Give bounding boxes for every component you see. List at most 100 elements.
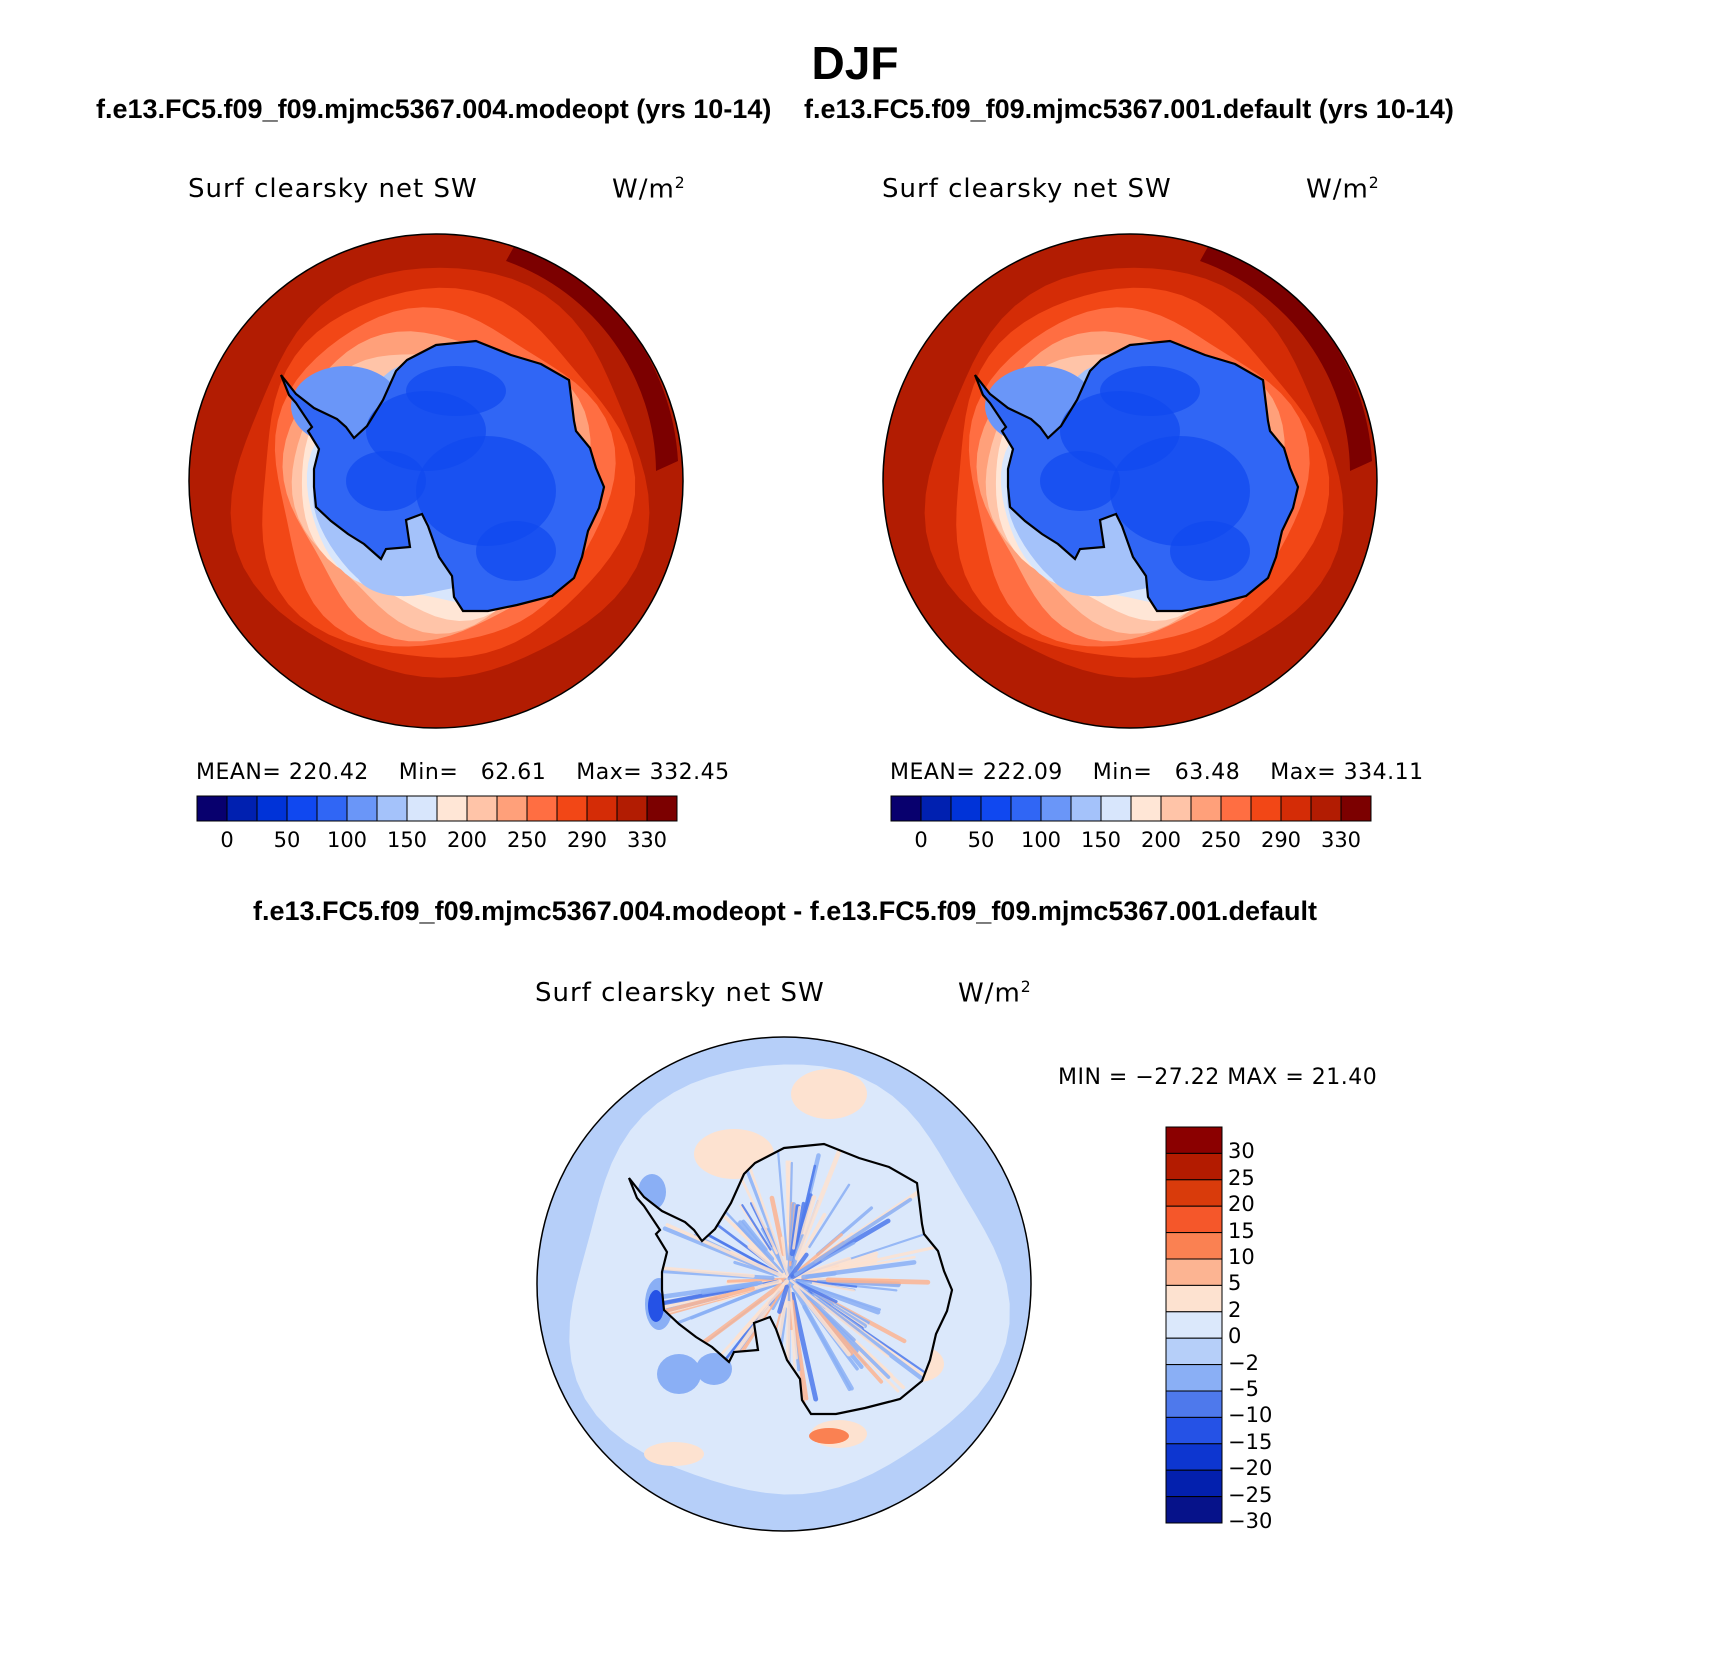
panel3-cbar-swatch-7 xyxy=(1165,1311,1223,1339)
panel2-cbar-swatch-12 xyxy=(1250,795,1282,822)
panel3-cbar-tick-label: −5 xyxy=(1228,1377,1259,1401)
panel2-cbar-tick-label: 0 xyxy=(914,828,928,852)
panel1-stats: MEAN= 220.42 Min= 62.61 Max= 332.45 xyxy=(196,760,730,785)
panel3-colorbar-ticks: 30 25 20 15 10 5 2 0 −2 −5 −10 −15 −20 −25 −30 xyxy=(1228,1126,1308,1533)
panel3-cbar-swatch-5 xyxy=(1165,1258,1223,1286)
panel3-cbar-tick-label: −20 xyxy=(1228,1456,1273,1481)
panel2-units: W/m2 xyxy=(1306,174,1380,205)
panel3-cbar-swatch-0 xyxy=(1165,1126,1223,1154)
panel2-cbar-swatch-15 xyxy=(1340,795,1372,822)
panel1-coastline xyxy=(279,339,606,613)
panel2-cbar-swatch-1 xyxy=(920,795,952,822)
panel3-cbar-tick-label: −10 xyxy=(1228,1403,1273,1428)
panel3-map xyxy=(536,1036,1032,1532)
panel1-cbar-swatch-5 xyxy=(346,795,378,822)
panel3-cbar-swatch-12 xyxy=(1165,1443,1223,1471)
panel1-cbar-swatch-7 xyxy=(406,795,438,822)
panel2-stats: MEAN= 222.09 Min= 63.48 Max= 334.11 xyxy=(890,760,1424,785)
panel1-cbar-tick-label: 290 xyxy=(566,828,608,852)
panel1-ice-patch-2 xyxy=(346,451,426,511)
panel2-cbar-tick-label: 100 xyxy=(1020,828,1062,852)
panel3-cbar-swatch-2 xyxy=(1165,1179,1223,1207)
panel2-cbar-swatch-7 xyxy=(1100,795,1132,822)
panel1-cbar-swatch-0 xyxy=(196,795,228,822)
panel3-neg-patch-2 xyxy=(657,1354,701,1394)
panel1-map xyxy=(188,233,684,729)
panel3-cbar-tick-label: 25 xyxy=(1228,1165,1255,1190)
panel3-minmax: MIN = −27.22 MAX = 21.40 xyxy=(1058,1065,1378,1090)
panel1-cbar-swatch-14 xyxy=(616,795,648,822)
panel1-cbar-swatch-12 xyxy=(556,795,588,822)
panel3-continent-noise xyxy=(629,1144,952,1414)
panel2-cbar-tick-label: 150 xyxy=(1080,828,1122,852)
panel2-border xyxy=(882,233,1378,729)
panel2-cbar-tick-label: 330 xyxy=(1320,828,1362,852)
panel2-ice-patch-3 xyxy=(1170,521,1250,581)
figure-title: DJF xyxy=(811,37,899,89)
panel1-cbar-swatch-13 xyxy=(586,795,618,822)
panel2-field xyxy=(883,234,1377,728)
panel1-cbar-swatch-8 xyxy=(436,795,468,822)
panel2-cbar-tick-label: 200 xyxy=(1140,828,1182,852)
panel2-cbar-swatch-10 xyxy=(1190,795,1222,822)
diff-title: f.e13.FC5.f09_f09.mjmc5367.004.modeopt -… xyxy=(252,896,1317,926)
panel2-coastline xyxy=(973,339,1300,613)
panel1-variable: Surf clearsky net SW xyxy=(188,174,478,204)
panel2-cbar-swatch-14 xyxy=(1310,795,1342,822)
panel1-cbar-swatch-9 xyxy=(466,795,498,822)
panel3-cbar-tick-label: −25 xyxy=(1228,1482,1273,1507)
panel3-cbar-swatch-3 xyxy=(1165,1205,1223,1234)
panel3-cbar-tick-label: 15 xyxy=(1228,1218,1255,1243)
panel3-cbar-swatch-14 xyxy=(1165,1496,1223,1524)
panel2-cbar-tick-label: 50 xyxy=(967,828,995,852)
panel3-pos-patch-2 xyxy=(644,1442,704,1466)
panel1-ice-patch-4 xyxy=(406,366,506,416)
panel2-cbar-swatch-13 xyxy=(1280,795,1312,822)
panel3-cbar-swatch-8 xyxy=(1165,1337,1223,1366)
panel1-ice-patch-1 xyxy=(416,436,556,546)
panel1-colorbar xyxy=(196,795,678,822)
panel1-cbar-tick-label: 200 xyxy=(446,828,488,852)
panel3-cbar-tick-label: 20 xyxy=(1228,1192,1255,1217)
panel3-cbar-tick-label: 0 xyxy=(1228,1324,1242,1349)
panel1-field xyxy=(189,234,683,728)
panel3-cbar-swatch-10 xyxy=(1165,1390,1223,1418)
panel2-cbar-swatch-2 xyxy=(950,795,982,822)
panel3-cbar-tick-label: 30 xyxy=(1228,1139,1255,1164)
panel1-cbar-tick-label: 0 xyxy=(220,828,234,852)
panel1-cbar-swatch-15 xyxy=(646,795,678,822)
panel2-cbar-swatch-5 xyxy=(1040,795,1072,822)
panel2-ice-patch-2 xyxy=(1040,451,1120,511)
panel2-cbar-tick-label: 290 xyxy=(1260,828,1302,852)
panel2-cbar-swatch-0 xyxy=(890,795,922,822)
panel3-field xyxy=(537,1037,1031,1531)
panel3-cbar-tick-label: 2 xyxy=(1228,1297,1242,1322)
panel1-cbar-swatch-3 xyxy=(286,795,318,822)
panel2-cbar-swatch-9 xyxy=(1160,795,1192,822)
panel3-coastline xyxy=(627,1142,954,1416)
panel3-cbar-tick-label: 5 xyxy=(1228,1271,1242,1296)
panel1-cbar-swatch-4 xyxy=(316,795,348,822)
panel2-cbar-swatch-11 xyxy=(1220,795,1252,822)
panel1-cbar-tick-label: 330 xyxy=(626,828,668,852)
panel2-cbar-swatch-8 xyxy=(1130,795,1162,822)
panel2-sea-patch xyxy=(1050,546,1140,596)
panel3-cbar-swatch-6 xyxy=(1165,1284,1223,1313)
panel3-cbar-tick-label: −30 xyxy=(1228,1509,1273,1533)
subtitle-left: f.e13.FC5.f09_f09.mjmc5367.004.modeopt (… xyxy=(96,94,772,124)
panel2-ice-patch-4 xyxy=(1100,366,1200,416)
panel1-cbar-swatch-1 xyxy=(226,795,258,822)
panel1-cbar-swatch-2 xyxy=(256,795,288,822)
panel3-border xyxy=(536,1036,1032,1532)
panel3-units: W/m2 xyxy=(958,978,1032,1009)
subtitle-right: f.e13.FC5.f09_f09.mjmc5367.001.default (… xyxy=(804,94,1454,124)
panel1-units: W/m2 xyxy=(612,174,686,205)
panel1-cbar-swatch-11 xyxy=(526,795,558,822)
panel1-border xyxy=(188,233,684,729)
panel3-cbar-tick-label: −2 xyxy=(1228,1350,1259,1375)
panel2-cbar-swatch-6 xyxy=(1070,795,1102,822)
panel3-neg-peak xyxy=(648,1290,664,1322)
panel1-sea-patch xyxy=(356,546,446,596)
panel3-cbar-swatch-11 xyxy=(1165,1416,1223,1445)
panel3-variable: Surf clearsky net SW xyxy=(535,978,825,1008)
